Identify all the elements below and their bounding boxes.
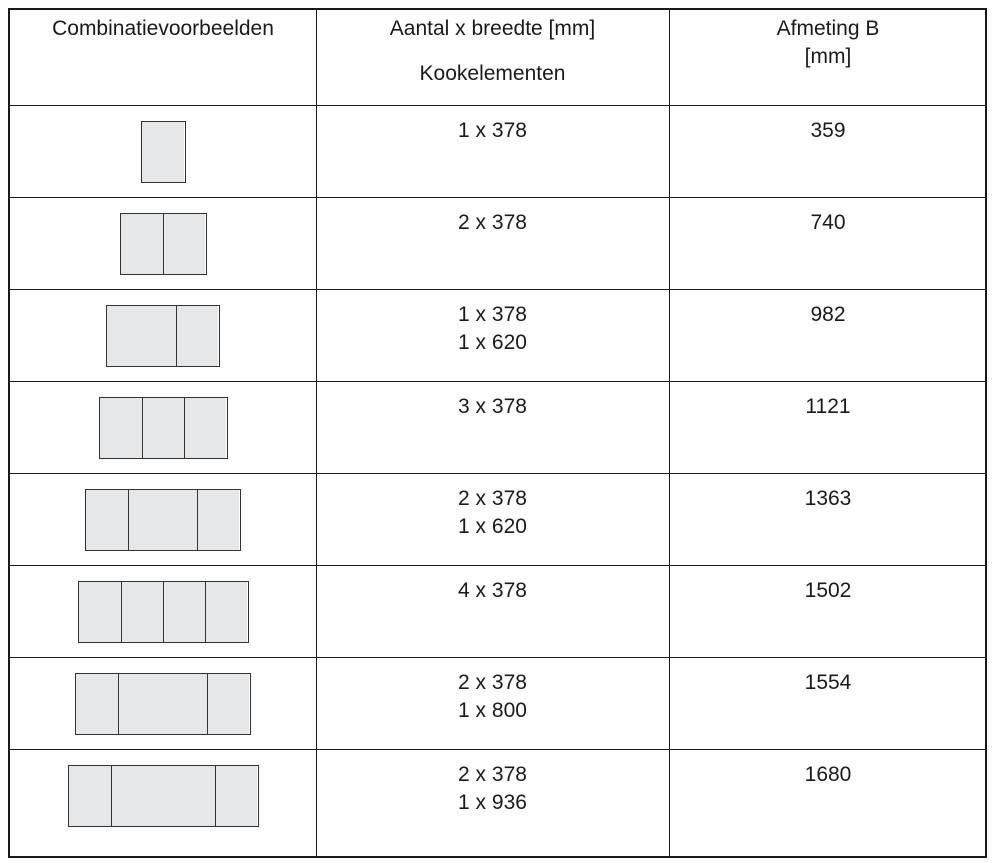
header-count-width: Aantal x breedte [mm]	[389, 17, 596, 40]
row-divider	[10, 381, 985, 382]
count-width-line1: 4 x 378	[458, 579, 527, 602]
combination-diagram	[77, 581, 249, 643]
cooking-element-segment	[197, 490, 239, 550]
dimension-b-value: 359	[810, 119, 846, 142]
header-cooking-elements: Kookelementen	[419, 62, 566, 85]
cooking-element-segment	[86, 490, 128, 550]
combination-diagram	[67, 765, 259, 827]
header-dimension-b: Afmeting B	[776, 17, 880, 40]
cooking-element-segment	[76, 674, 118, 734]
cooking-element-segment	[99, 398, 142, 458]
dimension-b-value: 1554	[804, 671, 852, 694]
count-width-line1: 2 x 378	[458, 487, 527, 510]
dimension-b-value: 1680	[804, 763, 852, 786]
row-divider	[10, 197, 985, 198]
cooking-element-segment	[120, 582, 163, 642]
dimension-b-value: 740	[810, 211, 846, 234]
cooking-element-segment	[183, 398, 226, 458]
row-divider	[10, 657, 985, 658]
combination-diagram	[75, 673, 251, 735]
cooking-element-segment	[204, 582, 247, 642]
count-width-line1: 2 x 378	[458, 671, 527, 694]
header-combination-examples: Combinatievoorbeelden	[52, 17, 274, 40]
cooking-element-segment	[214, 766, 257, 826]
header-dimension-b-unit: [mm]	[804, 45, 852, 68]
count-width-line1: 2 x 378	[458, 211, 527, 234]
row-divider	[10, 473, 985, 474]
combination-table: Combinatievoorbeelden Aantal x breedte […	[8, 8, 987, 858]
count-width-line1: 3 x 378	[458, 395, 527, 418]
combination-diagram	[85, 489, 241, 551]
cooking-element-segment	[110, 766, 215, 826]
row-divider	[10, 565, 985, 566]
cooking-element-segment	[118, 674, 207, 734]
count-width-line2: 1 x 620	[458, 515, 527, 538]
cooking-element-segment	[207, 674, 249, 734]
combination-diagram	[106, 305, 220, 367]
row-divider	[10, 749, 985, 750]
combination-diagram	[140, 121, 186, 183]
count-width-line2: 1 x 936	[458, 791, 527, 814]
combination-diagram	[98, 397, 228, 459]
dimension-b-value: 1502	[804, 579, 852, 602]
cooking-element-segment	[162, 582, 205, 642]
column-divider	[316, 10, 317, 856]
count-width-line2: 1 x 620	[458, 331, 527, 354]
cooking-element-segment	[176, 306, 218, 366]
row-divider	[10, 105, 985, 106]
count-width-line2: 1 x 800	[458, 699, 527, 722]
count-width-line1: 2 x 378	[458, 763, 527, 786]
cooking-element-segment	[120, 214, 163, 274]
count-width-line1: 1 x 378	[458, 119, 527, 142]
cooking-element-segment	[162, 214, 205, 274]
cooking-element-segment	[141, 398, 184, 458]
dimension-b-value: 1363	[804, 487, 852, 510]
cooking-element-segment	[128, 490, 197, 550]
combination-diagram	[119, 213, 207, 275]
cooking-element-segment	[68, 766, 111, 826]
count-width-line1: 1 x 378	[458, 303, 527, 326]
column-divider	[669, 10, 670, 856]
dimension-b-value: 1121	[805, 395, 851, 418]
row-divider	[10, 289, 985, 290]
cooking-element-segment	[107, 306, 176, 366]
cooking-element-segment	[141, 122, 184, 182]
dimension-b-value: 982	[810, 303, 846, 326]
cooking-element-segment	[78, 582, 121, 642]
